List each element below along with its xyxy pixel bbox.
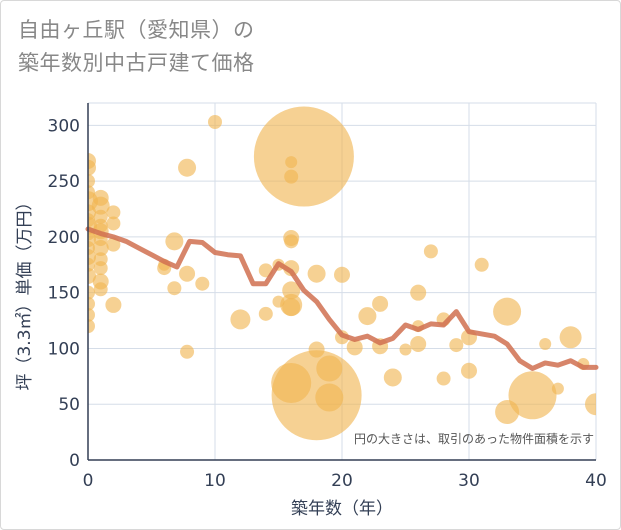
bubble-point <box>383 368 402 387</box>
bubble-point <box>551 382 564 395</box>
bubble-point <box>88 174 95 189</box>
x-tick-label: 10 <box>204 471 226 491</box>
bubble-point <box>284 234 299 249</box>
y-tick-label: 200 <box>48 228 80 248</box>
bubble-point <box>559 326 582 349</box>
bubble-point <box>93 261 108 276</box>
bubble-point <box>88 319 95 334</box>
bubble-point <box>106 237 121 252</box>
y-tick-label: 50 <box>58 395 80 415</box>
bubble-point <box>449 338 464 353</box>
bubble-point <box>91 196 110 215</box>
bubble-series <box>88 106 596 441</box>
bubble-point <box>493 297 522 326</box>
bubble-point <box>585 393 596 416</box>
y-tick-label: 300 <box>48 116 80 136</box>
y-tick-label: 150 <box>48 284 80 304</box>
bubble-point <box>179 265 196 282</box>
bubble-point <box>410 335 427 352</box>
bubble-point <box>88 159 96 176</box>
bubble-point <box>283 260 300 277</box>
bubble-point <box>282 298 301 317</box>
bubble-point <box>253 106 354 207</box>
chart-title-line-2: 築年数別中古戸建て価格 <box>18 51 255 75</box>
x-tick-label: 0 <box>83 471 94 491</box>
x-tick-label: 20 <box>331 471 353 491</box>
bubble-point <box>93 282 108 297</box>
bubble-point <box>423 244 438 259</box>
bubble-point <box>436 371 451 386</box>
bubble-point <box>316 355 343 382</box>
bubble-point <box>195 276 210 291</box>
bubble-point <box>105 296 122 313</box>
bubble-point <box>399 343 412 356</box>
bubble-point <box>508 371 557 420</box>
bubble-point <box>165 232 184 251</box>
y-axis-label: 坪（3.3㎡）単価（万円） <box>15 193 35 390</box>
bubble-point <box>88 307 95 322</box>
bubble-point <box>334 266 350 283</box>
bubble-point <box>230 309 251 330</box>
x-tick-label: 30 <box>458 471 480 491</box>
y-tick-label: 250 <box>48 172 80 192</box>
bubble-point <box>167 281 182 296</box>
x-axis-label: 築年数（年） <box>291 499 393 519</box>
chart-title-line-1: 自由ヶ丘駅（愛知県）の <box>18 18 255 42</box>
average-price-line <box>85 226 599 372</box>
y-tick-label: 0 <box>69 451 80 471</box>
bubble-point <box>346 339 363 356</box>
bubble-point <box>539 337 552 350</box>
bubble-point <box>461 362 477 379</box>
y-tick-label: 100 <box>48 339 80 359</box>
bubble-point <box>106 205 121 220</box>
bubble-point <box>92 240 109 257</box>
bubble-point <box>178 158 197 177</box>
bubble-point <box>88 296 95 311</box>
bubble-point <box>307 264 326 283</box>
bubble-point <box>88 285 95 300</box>
chart-title: 自由ヶ丘駅（愛知県）の 築年数別中古戸建て価格 <box>18 14 255 80</box>
bubble-point <box>474 257 489 272</box>
bubble-point <box>315 383 344 412</box>
axes: 0 10 20 30 40 0 50 100 150 200 250 300 <box>48 103 607 491</box>
bubble-point <box>372 295 389 312</box>
bubble-point <box>180 344 195 359</box>
bubble-point <box>258 306 273 321</box>
bubble-point <box>358 307 377 326</box>
bubble-point <box>106 216 121 231</box>
size-note: 円の大きさは、取引のあった物件面積を示す <box>354 431 594 446</box>
bubble-point <box>410 284 427 301</box>
bubble-point <box>208 114 222 129</box>
x-tick-label: 40 <box>585 471 607 491</box>
